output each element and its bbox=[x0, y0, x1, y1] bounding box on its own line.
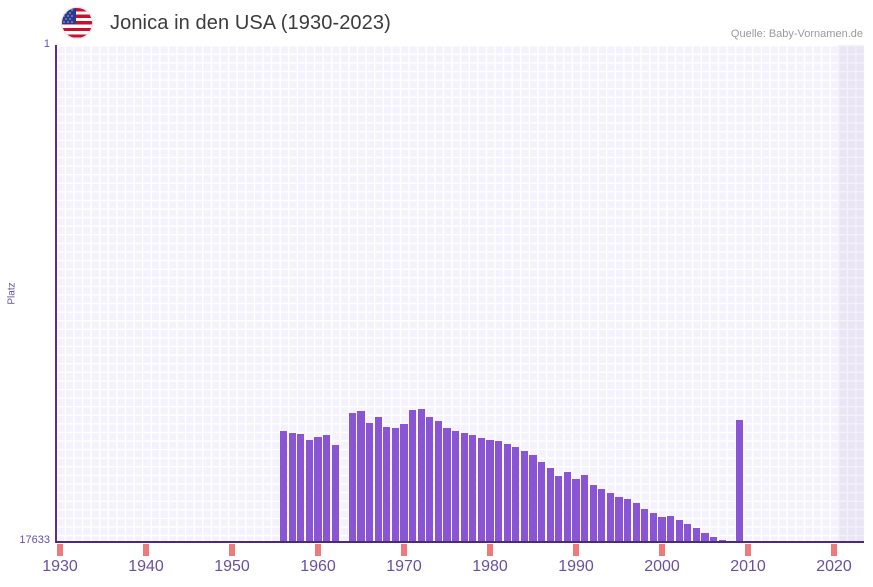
x-axis-label: 1930 bbox=[42, 558, 78, 575]
x-axis-label: 1940 bbox=[128, 558, 164, 575]
page-title: Jonica in den USA (1930-2023) bbox=[110, 12, 391, 34]
bar[interactable] bbox=[649, 512, 657, 542]
bar[interactable] bbox=[615, 497, 623, 542]
bar[interactable] bbox=[581, 474, 589, 542]
x-axis-tick bbox=[745, 544, 751, 556]
bars-container bbox=[56, 45, 864, 542]
bar[interactable] bbox=[529, 455, 537, 542]
bar[interactable] bbox=[305, 439, 313, 542]
x-axis-label: 2020 bbox=[816, 558, 852, 575]
x-axis-label: 1950 bbox=[214, 558, 250, 575]
bar[interactable] bbox=[658, 517, 666, 542]
bar[interactable] bbox=[366, 422, 374, 542]
x-axis-label: 1960 bbox=[300, 558, 336, 575]
bar[interactable] bbox=[288, 432, 296, 542]
bar[interactable] bbox=[701, 532, 709, 542]
bar[interactable] bbox=[546, 467, 554, 542]
y-axis-line bbox=[55, 45, 57, 543]
bar[interactable] bbox=[718, 539, 726, 542]
bar[interactable] bbox=[503, 443, 511, 542]
bar[interactable] bbox=[409, 410, 417, 542]
x-axis-tick bbox=[57, 544, 63, 556]
bar[interactable] bbox=[460, 432, 468, 542]
bar[interactable] bbox=[331, 445, 339, 542]
bar[interactable] bbox=[555, 476, 563, 542]
bar[interactable] bbox=[323, 435, 331, 542]
bar[interactable] bbox=[400, 424, 408, 542]
x-axis-label: 2010 bbox=[730, 558, 766, 575]
y-axis-bottom-label-wrap: 17633 bbox=[0, 534, 50, 548]
bar[interactable] bbox=[563, 472, 571, 542]
x-axis-tick bbox=[143, 544, 149, 556]
x-axis-tick bbox=[659, 544, 665, 556]
plot-area bbox=[56, 45, 864, 542]
bar[interactable] bbox=[520, 450, 528, 542]
y-axis-top-label: 1 bbox=[43, 38, 50, 50]
bar[interactable] bbox=[280, 431, 288, 542]
us-flag-icon bbox=[62, 8, 92, 38]
x-axis-tick bbox=[401, 544, 407, 556]
bar[interactable] bbox=[434, 421, 442, 542]
bar[interactable] bbox=[675, 519, 683, 542]
x-axis-tick bbox=[315, 544, 321, 556]
bar[interactable] bbox=[391, 428, 399, 542]
y-axis-top-label-wrap: 1 bbox=[0, 38, 50, 52]
bar[interactable] bbox=[684, 524, 692, 542]
bar[interactable] bbox=[469, 435, 477, 542]
bar[interactable] bbox=[598, 488, 606, 542]
bar[interactable] bbox=[297, 433, 305, 542]
x-axis-tick bbox=[487, 544, 493, 556]
x-axis-label: 1970 bbox=[386, 558, 422, 575]
bar[interactable] bbox=[624, 498, 632, 542]
bar[interactable] bbox=[443, 428, 451, 542]
bar[interactable] bbox=[692, 528, 700, 542]
bar[interactable] bbox=[710, 536, 718, 542]
bar[interactable] bbox=[383, 426, 391, 542]
bar[interactable] bbox=[417, 408, 425, 542]
bar[interactable] bbox=[348, 412, 356, 542]
x-axis-label: 1990 bbox=[558, 558, 594, 575]
bar[interactable] bbox=[452, 431, 460, 542]
chart-header: Jonica in den USA (1930-2023) Quelle: Ba… bbox=[0, 0, 873, 45]
bar[interactable] bbox=[495, 441, 503, 542]
source-attribution: Quelle: Baby-Vornamen.de bbox=[730, 28, 863, 40]
y-axis-title: Platz bbox=[6, 282, 18, 305]
bar[interactable] bbox=[426, 417, 434, 542]
x-axis-tick bbox=[831, 544, 837, 556]
flag-stars bbox=[62, 8, 76, 24]
bar[interactable] bbox=[641, 508, 649, 542]
bar[interactable] bbox=[667, 515, 675, 542]
shaded-region bbox=[838, 45, 864, 542]
bar[interactable] bbox=[606, 493, 614, 542]
bar[interactable] bbox=[477, 438, 485, 542]
x-axis-label: 2000 bbox=[644, 558, 680, 575]
bar[interactable] bbox=[512, 446, 520, 542]
bar[interactable] bbox=[538, 462, 546, 542]
x-axis-tick bbox=[573, 544, 579, 556]
bar[interactable] bbox=[486, 439, 494, 542]
bar[interactable] bbox=[314, 436, 322, 542]
bar[interactable] bbox=[735, 419, 743, 542]
bar[interactable] bbox=[589, 484, 597, 542]
y-axis-bottom-label: 17633 bbox=[19, 534, 50, 546]
bar[interactable] bbox=[572, 479, 580, 542]
x-axis-line bbox=[56, 541, 864, 543]
x-axis-tick bbox=[229, 544, 235, 556]
bar[interactable] bbox=[374, 417, 382, 542]
bar[interactable] bbox=[632, 503, 640, 542]
bar[interactable] bbox=[357, 411, 365, 542]
x-axis-label: 1980 bbox=[472, 558, 508, 575]
